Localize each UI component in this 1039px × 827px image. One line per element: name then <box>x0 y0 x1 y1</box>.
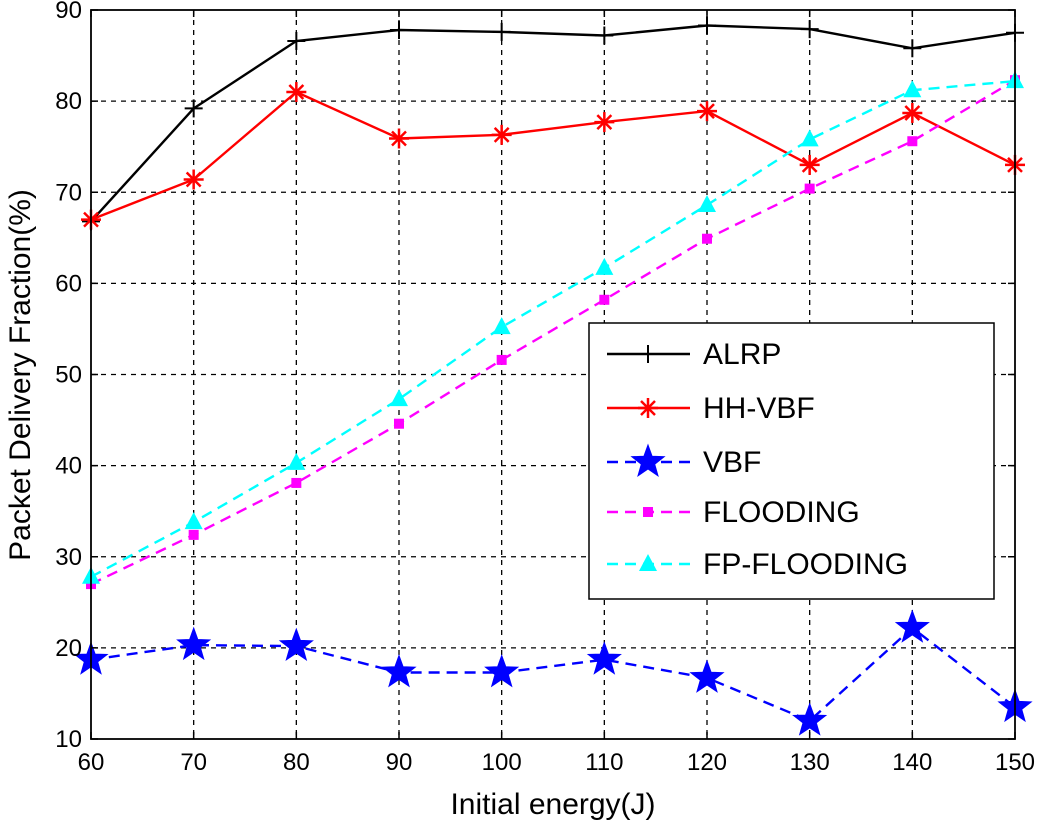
data-point-flooding <box>394 418 404 429</box>
data-point-fp-flooding <box>287 452 306 470</box>
data-point-fp-flooding <box>595 257 614 275</box>
series-line-alrp <box>90 24 1016 223</box>
axis-ticks: 60 70 80 90 100 110 120 130 140 150 10 20 30 40 50 60 70… <box>55 0 1035 776</box>
x-tick-label: 140 <box>892 749 932 776</box>
legend-swatch-alrp <box>607 345 690 363</box>
data-point-fp-flooding <box>800 129 819 147</box>
x-axis-label: Initial energy(J) <box>450 788 655 821</box>
data-point-vbf <box>586 641 622 675</box>
data-point-vbf <box>176 626 212 661</box>
data-point-vbf <box>792 702 828 736</box>
data-point-hh-vbf <box>389 128 409 149</box>
data-point-alrp <box>595 26 614 45</box>
data-point-alrp <box>390 21 408 40</box>
legend-label-alrp: ALRP <box>703 338 781 371</box>
x-tick-label: 120 <box>687 749 727 776</box>
data-point-fp-flooding <box>492 317 511 335</box>
data-point-vbf <box>894 609 930 643</box>
y-tick-label: 90 <box>55 0 82 24</box>
y-axis-label: Packet Delivery Fraction(%) <box>4 189 37 561</box>
x-tick-label: 110 <box>585 749 623 776</box>
legend-label-fp-flooding: FP-FLOODING <box>703 548 908 581</box>
legend-swatch-hh-vbf <box>607 398 690 418</box>
legend-label-vbf: VBF <box>703 446 761 479</box>
legend-marker-flooding <box>643 507 653 517</box>
data-point-flooding <box>496 354 507 365</box>
legend-swatch-fp-flooding <box>607 554 690 571</box>
series-line-flooding <box>90 79 1016 586</box>
y-tick-label: 10 <box>55 726 82 753</box>
data-point-hh-vbf <box>594 112 615 133</box>
data-point-vbf <box>381 654 417 688</box>
data-point-hh-vbf <box>902 102 923 123</box>
data-point-flooding <box>907 136 918 147</box>
x-tick-label: 100 <box>482 749 522 776</box>
legend-marker-vbf <box>630 443 666 477</box>
y-tick-label: 40 <box>55 453 82 480</box>
data-point-flooding <box>188 529 199 540</box>
x-tick-label: 60 <box>78 749 105 776</box>
data-point-fp-flooding <box>903 80 922 98</box>
y-tick-label: 80 <box>55 88 82 115</box>
legend-marker-hh-vbf <box>638 398 658 418</box>
data-point-vbf <box>689 659 725 693</box>
y-tick-label: 70 <box>55 179 82 206</box>
legend-swatch-vbf <box>607 443 690 477</box>
data-point-hh-vbf <box>697 101 717 122</box>
data-point-alrp <box>903 39 922 58</box>
data-point-hh-vbf <box>183 169 204 190</box>
x-tick-label: 150 <box>995 749 1035 776</box>
data-point-alrp <box>492 22 511 41</box>
x-tick-label: 130 <box>790 749 830 776</box>
legend: ALRP HH-VBF VBF FLOODING FP-FLOODING <box>588 322 995 600</box>
legend-label-flooding: FLOODING <box>703 496 860 529</box>
data-point-alrp <box>698 16 716 35</box>
data-point-flooding <box>291 477 302 488</box>
series-line-vbf <box>90 626 1016 723</box>
series-alrp <box>82 16 1024 231</box>
y-tick-label: 20 <box>55 635 82 662</box>
legend-marker-alrp <box>639 345 657 363</box>
x-tick-label: 70 <box>180 749 207 776</box>
data-point-flooding <box>804 183 815 194</box>
data-point-alrp <box>184 99 203 118</box>
data-point-flooding <box>702 233 712 244</box>
data-point-flooding <box>599 294 610 305</box>
data-point-fp-flooding <box>184 512 203 530</box>
x-tick-label: 80 <box>283 749 310 776</box>
legend-swatch-flooding <box>607 507 690 517</box>
series-line-fp-flooding <box>90 79 1016 578</box>
data-point-alrp <box>800 20 819 39</box>
series-vbf <box>73 609 1033 736</box>
data-point-vbf <box>484 654 520 688</box>
y-tick-label: 30 <box>55 544 82 571</box>
data-point-alrp <box>287 31 306 50</box>
legend-label-hh-vbf: HH-VBF <box>703 392 815 425</box>
y-tick-label: 60 <box>55 270 82 297</box>
legend-marker-fp-flooding <box>639 554 657 571</box>
data-point-vbf <box>278 627 314 661</box>
data-point-hh-vbf <box>286 82 307 103</box>
data-point-fp-flooding <box>698 195 716 213</box>
data-point-hh-vbf <box>491 124 512 145</box>
data-point-fp-flooding <box>390 389 408 407</box>
data-point-hh-vbf <box>799 154 820 175</box>
y-tick-label: 50 <box>55 362 82 389</box>
series-line-hh-vbf <box>90 90 1016 221</box>
x-tick-label: 90 <box>386 749 413 776</box>
